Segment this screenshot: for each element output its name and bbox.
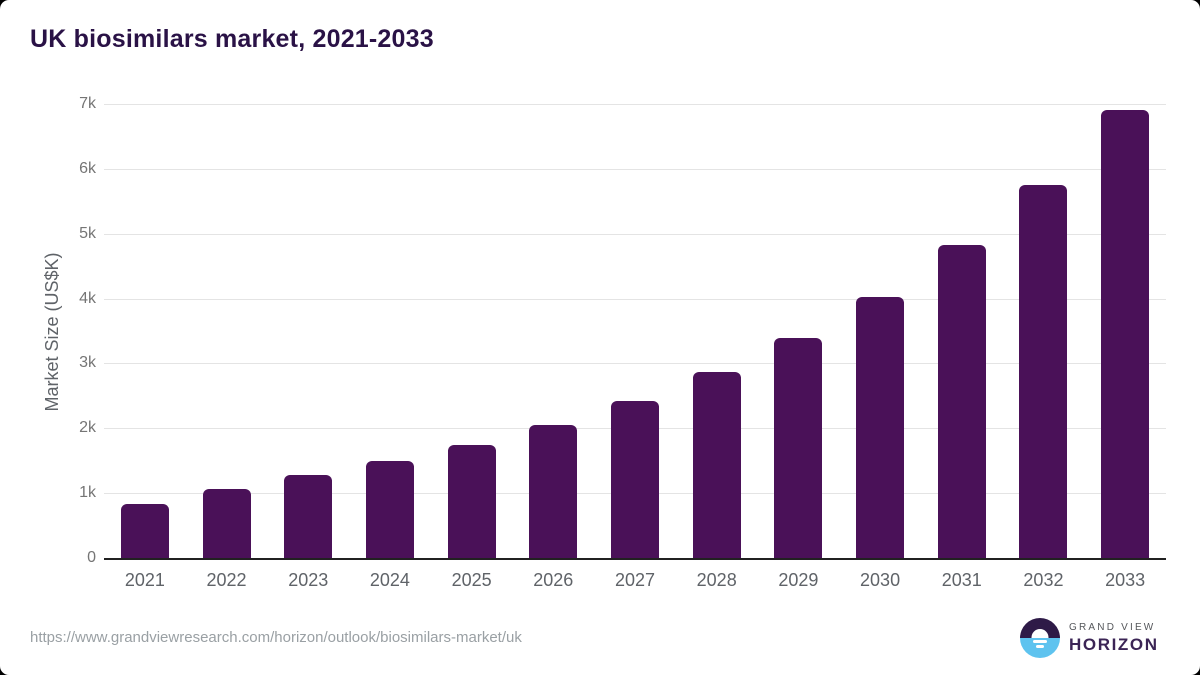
bar-2027 [611, 401, 659, 558]
gridline-4k [104, 298, 1166, 300]
y-tick-2k: 2k [79, 419, 96, 437]
brand-logo: GRAND VIEW HORIZON [1020, 618, 1159, 658]
gridline-3k [104, 363, 1166, 365]
sun-dome-shape [1031, 629, 1049, 638]
bar-2028 [692, 371, 741, 558]
reflection-bar-shape [1033, 640, 1047, 643]
gridline-7k [104, 104, 1166, 105]
x-tick-2033: 2033 [1105, 570, 1146, 590]
gridline-6k [104, 168, 1166, 170]
reflection-bar-shape [1036, 645, 1044, 648]
bar-2022 [202, 489, 251, 558]
x-tick-2032: 2032 [1023, 570, 1064, 590]
bar-2025 [447, 445, 496, 558]
x-tick-2022: 2022 [206, 570, 247, 590]
bar-2030 [856, 296, 905, 558]
x-tick-2027: 2027 [614, 570, 655, 590]
bar-2031 [937, 245, 986, 558]
x-tick-2028: 2028 [696, 570, 737, 590]
bar-2026 [529, 425, 578, 558]
x-tick-2031: 2031 [941, 570, 982, 590]
source-url: https://www.grandviewresearch.com/horizo… [30, 629, 522, 646]
x-tick-2021: 2021 [124, 570, 165, 590]
x-tick-2024: 2024 [369, 570, 410, 590]
chart-title: UK biosimilars market, 2021-2033 [30, 25, 434, 53]
gridline-5k [104, 233, 1166, 235]
brand-text: GRAND VIEW HORIZON [1069, 622, 1159, 655]
y-tick-0: 0 [87, 549, 96, 566]
bar-2033 [1101, 110, 1150, 558]
x-tick-2029: 2029 [778, 570, 819, 590]
x-tick-2030: 2030 [860, 570, 901, 590]
y-tick-6k: 6k [79, 159, 96, 177]
x-axis-line [104, 558, 1166, 560]
grand-view-horizon-icon [1020, 618, 1060, 658]
y-tick-7k: 7k [79, 95, 96, 112]
y-tick-5k: 5k [79, 224, 96, 242]
bar-2023 [284, 474, 333, 558]
y-tick-4k: 4k [79, 289, 96, 307]
y-tick-3k: 3k [79, 354, 96, 372]
x-tick-2025: 2025 [451, 570, 492, 590]
y-tick-1k: 1k [79, 484, 96, 502]
bar-2029 [774, 338, 823, 558]
x-tick-2026: 2026 [533, 570, 574, 590]
bar-2032 [1019, 185, 1068, 558]
x-tick-2023: 2023 [288, 570, 329, 590]
brand-name-bottom: HORIZON [1069, 634, 1159, 654]
bar-2024 [365, 461, 414, 558]
brand-name-top: GRAND VIEW [1069, 621, 1156, 633]
bar-2021 [120, 503, 169, 558]
